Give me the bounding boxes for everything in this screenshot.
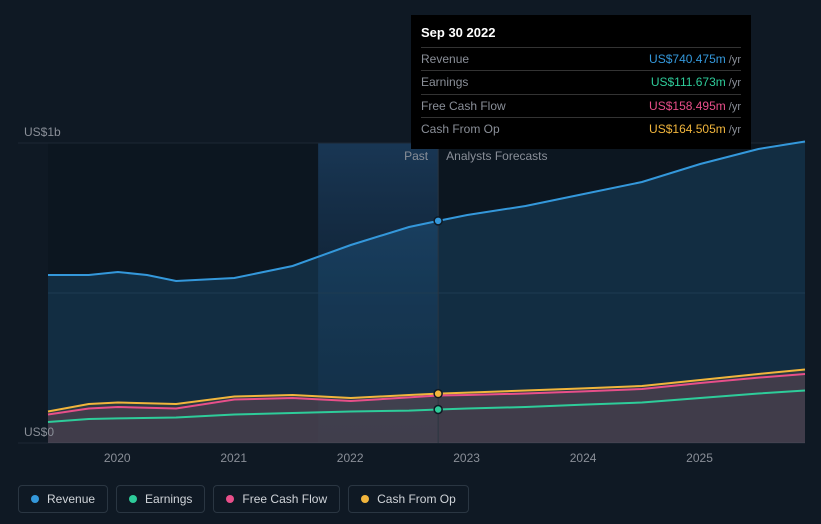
legend-dot-icon [129, 495, 137, 503]
tooltip-row: Free Cash Flow US$158.495m/yr [421, 94, 741, 118]
tooltip-row-unit: /yr [729, 54, 741, 66]
legend-item-label: Free Cash Flow [242, 492, 327, 506]
chart-legend: Revenue Earnings Free Cash Flow Cash From O… [18, 485, 469, 513]
tooltip-row-unit: /yr [729, 124, 741, 136]
forecast-label: Analysts Forecasts [446, 149, 547, 163]
legend-item[interactable]: Free Cash Flow [213, 485, 340, 513]
x-tick: 2020 [104, 451, 131, 465]
tooltip-row-unit: /yr [729, 77, 741, 89]
tooltip-row: Revenue US$740.475m/yr [421, 47, 741, 71]
tooltip-row-value: US$740.475m [649, 52, 726, 66]
legend-dot-icon [361, 495, 369, 503]
tooltip-date: Sep 30 2022 [421, 23, 741, 43]
tooltip-row-value: US$111.673m [651, 75, 726, 89]
y-tick-top: US$1b [24, 125, 61, 139]
legend-dot-icon [31, 495, 39, 503]
financial-chart: US$1b US$0 Past Analysts Forecasts 2020 2… [0, 0, 821, 524]
y-tick-bottom: US$0 [24, 425, 54, 439]
x-tick: 2023 [453, 451, 480, 465]
tooltip-row-label: Cash From Op [421, 120, 500, 139]
legend-item[interactable]: Cash From Op [348, 485, 469, 513]
tooltip-row-unit: /yr [729, 101, 741, 113]
x-tick: 2025 [686, 451, 713, 465]
tooltip-row-label: Free Cash Flow [421, 97, 506, 116]
legend-item[interactable]: Earnings [116, 485, 205, 513]
legend-item-label: Revenue [47, 492, 95, 506]
legend-dot-icon [226, 495, 234, 503]
past-label: Past [378, 149, 428, 163]
legend-item-label: Earnings [145, 492, 192, 506]
x-tick: 2022 [337, 451, 364, 465]
tooltip-row-label: Earnings [421, 73, 468, 92]
tooltip-row-value: US$158.495m [649, 99, 726, 113]
chart-tooltip: Sep 30 2022 RevenueUS$740.475m/yrEarning… [411, 15, 751, 149]
tooltip-row: Earnings US$111.673m/yr [421, 70, 741, 94]
tooltip-row: Cash From Op US$164.505m/yr [421, 117, 741, 141]
legend-item[interactable]: Revenue [18, 485, 108, 513]
x-tick: 2021 [220, 451, 247, 465]
tooltip-row-value: US$164.505m [649, 122, 726, 136]
x-tick: 2024 [570, 451, 597, 465]
legend-item-label: Cash From Op [377, 492, 456, 506]
tooltip-row-label: Revenue [421, 50, 469, 69]
